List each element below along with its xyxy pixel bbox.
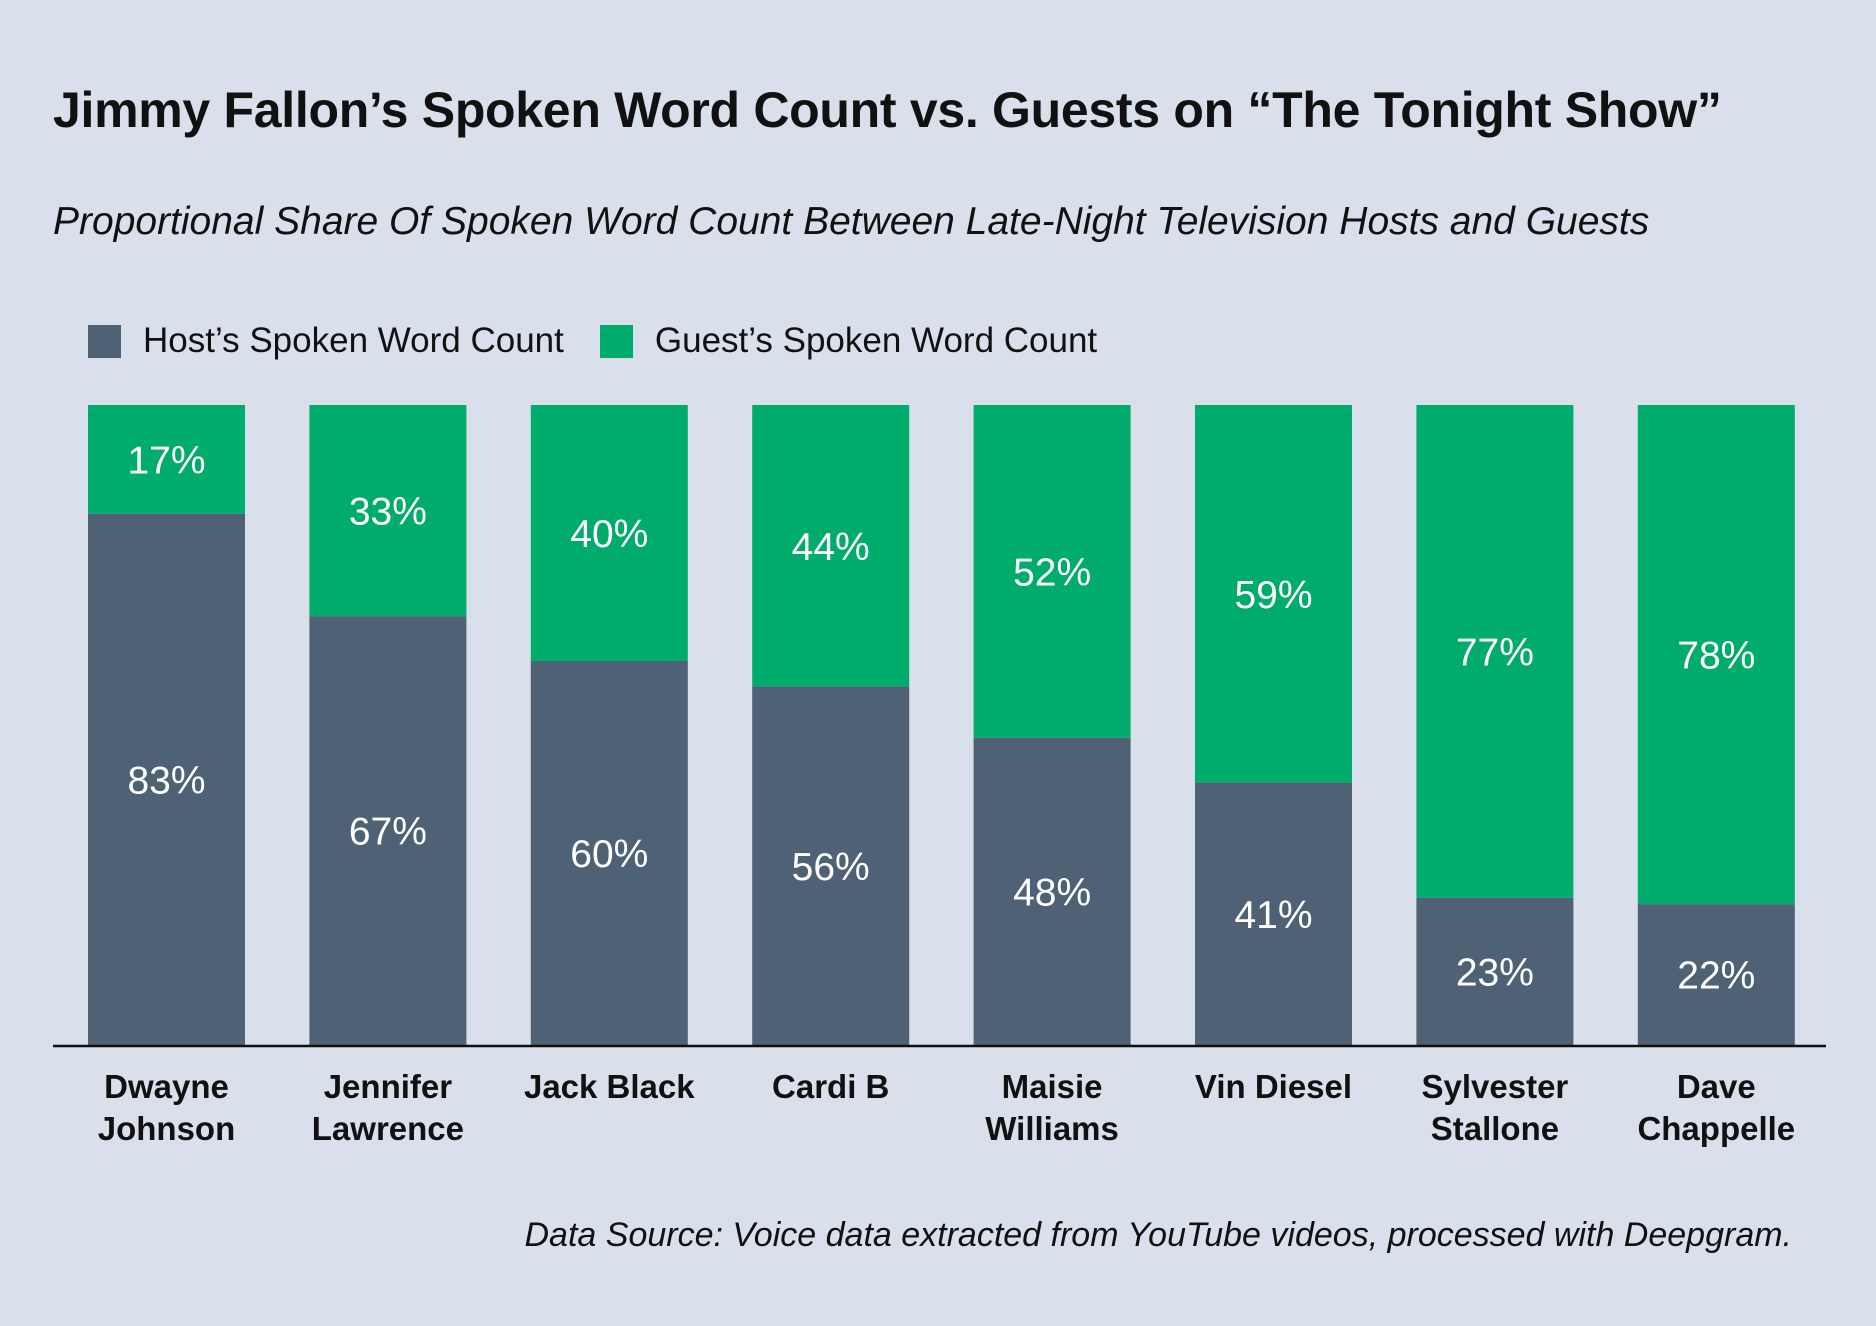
bar-guest <box>88 405 245 514</box>
bar-guest <box>752 405 910 687</box>
x-tick-label: Maisie Williams <box>985 1068 1119 1147</box>
data-label-host: 48% <box>1013 871 1091 914</box>
bar-host <box>530 661 688 1045</box>
data-label-guest: 17% <box>127 439 205 482</box>
bar-host <box>752 686 910 1045</box>
data-label-guest: 52% <box>1013 551 1091 594</box>
data-label-host: 67% <box>349 811 427 854</box>
x-tick-label: Dwayne Johnson <box>98 1068 236 1147</box>
bar-host <box>1195 782 1352 1045</box>
data-label-host: 22% <box>1677 955 1755 998</box>
data-label-host: 41% <box>1234 894 1312 937</box>
x-tick-label: Vin Diesel <box>1195 1068 1352 1105</box>
bar-host <box>1637 904 1795 1045</box>
data-label-guest: 33% <box>349 491 427 534</box>
x-tick-label: Cardi B <box>772 1068 889 1105</box>
data-label-guest: 44% <box>792 526 870 569</box>
x-tick-label: Dave Chappelle <box>1637 1068 1795 1147</box>
legend-label-host: Host’s Spoken Word Count <box>143 321 564 360</box>
bar-host <box>1416 897 1574 1045</box>
data-label-host: 83% <box>127 759 205 802</box>
chart-title: Jimmy Fallon’s Spoken Word Count vs. Gue… <box>53 82 1722 138</box>
legend: Host’s Spoken Word Count Guest’s Spoken … <box>88 316 1133 366</box>
x-tick-label: Jack Black <box>524 1068 695 1105</box>
legend-swatch-guest <box>599 324 633 358</box>
data-label-guest: 78% <box>1677 635 1755 678</box>
data-label-host: 60% <box>570 833 648 876</box>
bar-host <box>88 513 245 1045</box>
bar-guest <box>1637 405 1795 905</box>
chart-subtitle: Proportional Share Of Spoken Word Count … <box>53 200 1650 243</box>
legend-swatch-host <box>88 324 121 358</box>
data-label-guest: 40% <box>570 513 648 556</box>
bar-guest <box>1195 405 1352 783</box>
bar-host <box>973 737 1131 1045</box>
legend-item-guest: Guest’s Spoken Word Count <box>599 321 1098 361</box>
data-label-guest: 59% <box>1234 574 1312 617</box>
bar-guest <box>973 405 1131 738</box>
bar-host <box>309 616 467 1045</box>
data-label-guest: 77% <box>1456 631 1534 674</box>
bar-guest <box>1416 405 1574 898</box>
legend-item-host: Host’s Spoken Word Count <box>88 321 564 361</box>
legend-label-guest: Guest’s Spoken Word Count <box>654 321 1098 360</box>
bar-guest <box>530 405 688 661</box>
bar-guest <box>309 405 467 617</box>
data-label-host: 23% <box>1456 951 1534 994</box>
x-tick-label: Sylvester Stallone <box>1422 1068 1569 1147</box>
x-tick-label: Jennifer Lawrence <box>312 1068 464 1147</box>
data-label-host: 56% <box>792 846 870 889</box>
data-source-note: Data Source: Voice data extracted from Y… <box>524 1216 1793 1254</box>
